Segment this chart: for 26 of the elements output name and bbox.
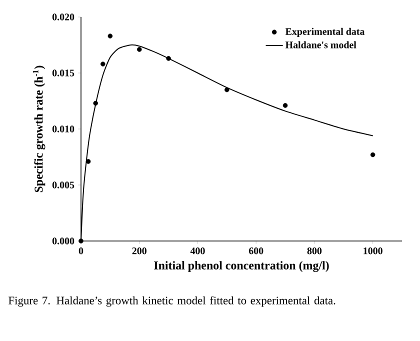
y-tick-label: 0.010 [52, 126, 74, 132]
point [370, 152, 376, 158]
caption: Figure 7. Haldane’s growth kinetic model fitted to experimental data. [8, 296, 336, 307]
x-tick-label: 0 [78, 248, 84, 254]
y-tick-label: 0.005 [52, 182, 74, 188]
point [93, 100, 98, 106]
y-tick-label: 0.020 [52, 14, 74, 20]
y-tick-label: 0.000 [52, 238, 74, 244]
x-axis-title: Initial phenol concentration (mg/l) [154, 261, 329, 272]
point [100, 62, 106, 66]
point [282, 103, 288, 108]
point [108, 34, 113, 38]
x-tick-label: 800 [307, 248, 322, 254]
point [224, 87, 230, 92]
point [136, 47, 142, 52]
legend-label: Experimental data [285, 28, 365, 37]
x-tick-label: 200 [132, 248, 146, 254]
x-tick-label: 400 [190, 248, 205, 254]
point [78, 238, 84, 244]
y-tick-label: 0.015 [52, 70, 74, 76]
point [86, 159, 91, 164]
x-tick-label: 600 [248, 248, 264, 254]
y-axis-title: Specific growth rate (h$^{-1}$) [32, 66, 46, 192]
point [166, 56, 171, 61]
x-tick-label: 1000 [364, 248, 382, 254]
legend-label: Haldane's model [285, 41, 356, 48]
